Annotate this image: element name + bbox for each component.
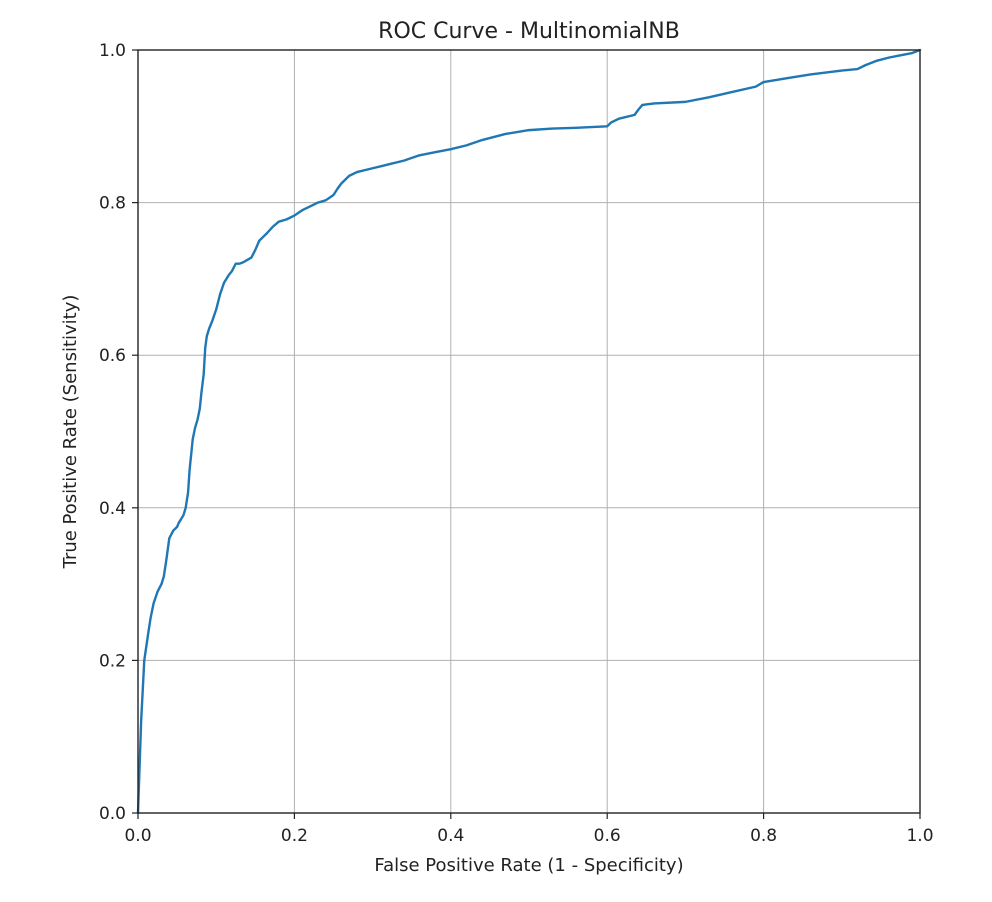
y-tick-label: 1.0 xyxy=(99,41,126,61)
x-tick-label: 1.0 xyxy=(906,826,933,846)
x-tick-label: 0.4 xyxy=(437,826,464,846)
y-axis-label: True Positive Rate (Sensitivity) xyxy=(60,295,81,570)
x-axis-label: False Positive Rate (1 - Specificity) xyxy=(374,855,683,876)
y-tick-label: 0.0 xyxy=(99,804,126,824)
tick-layer: 0.0 0.2 0.4 0.6 0.8 1.0 0.0 0.2 0.4 0.6 0.8 1.0 xyxy=(99,41,934,846)
y-tick-label: 0.8 xyxy=(99,194,126,214)
x-tick-label: 0.0 xyxy=(124,826,151,846)
y-tick-label: 0.6 xyxy=(99,346,126,366)
x-tick-label: 0.2 xyxy=(281,826,308,846)
x-tick-label: 0.6 xyxy=(594,826,621,846)
x-tick-label: 0.8 xyxy=(750,826,777,846)
roc-curve-line xyxy=(136,48,922,815)
curve-layer xyxy=(136,48,922,815)
plot-frame xyxy=(137,49,921,814)
y-tick-label: 0.4 xyxy=(99,499,126,519)
grid-layer xyxy=(137,49,921,814)
chart-title: ROC Curve - MultinomialNB xyxy=(378,19,680,44)
y-tick-label: 0.2 xyxy=(99,651,126,671)
